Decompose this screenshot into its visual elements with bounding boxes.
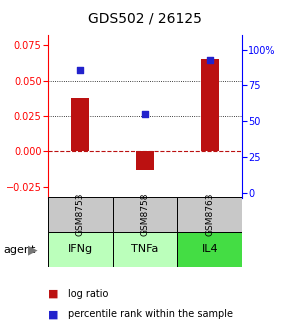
Bar	[177, 197, 242, 232]
Bar	[113, 232, 177, 267]
Text: GSM8758: GSM8758	[140, 193, 150, 236]
Bar	[71, 98, 89, 152]
Bar	[201, 59, 219, 152]
Text: GSM8763: GSM8763	[205, 193, 214, 236]
Text: GDS502 / 26125: GDS502 / 26125	[88, 12, 202, 26]
Bar	[113, 197, 177, 232]
Text: GSM8753: GSM8753	[76, 193, 85, 236]
Text: ■: ■	[48, 309, 58, 319]
Text: agent: agent	[3, 245, 35, 255]
Bar	[177, 232, 242, 267]
Point	[143, 111, 147, 117]
Point	[207, 57, 212, 62]
Text: log ratio: log ratio	[68, 289, 108, 299]
Text: TNFa: TNFa	[131, 245, 159, 254]
Text: ■: ■	[48, 289, 58, 299]
Bar	[136, 152, 154, 170]
Text: percentile rank within the sample: percentile rank within the sample	[68, 309, 233, 319]
Text: IL4: IL4	[202, 245, 218, 254]
Bar	[48, 197, 113, 232]
Bar	[48, 232, 113, 267]
Point	[78, 67, 83, 72]
Text: IFNg: IFNg	[68, 245, 93, 254]
Text: ▶: ▶	[28, 244, 38, 257]
